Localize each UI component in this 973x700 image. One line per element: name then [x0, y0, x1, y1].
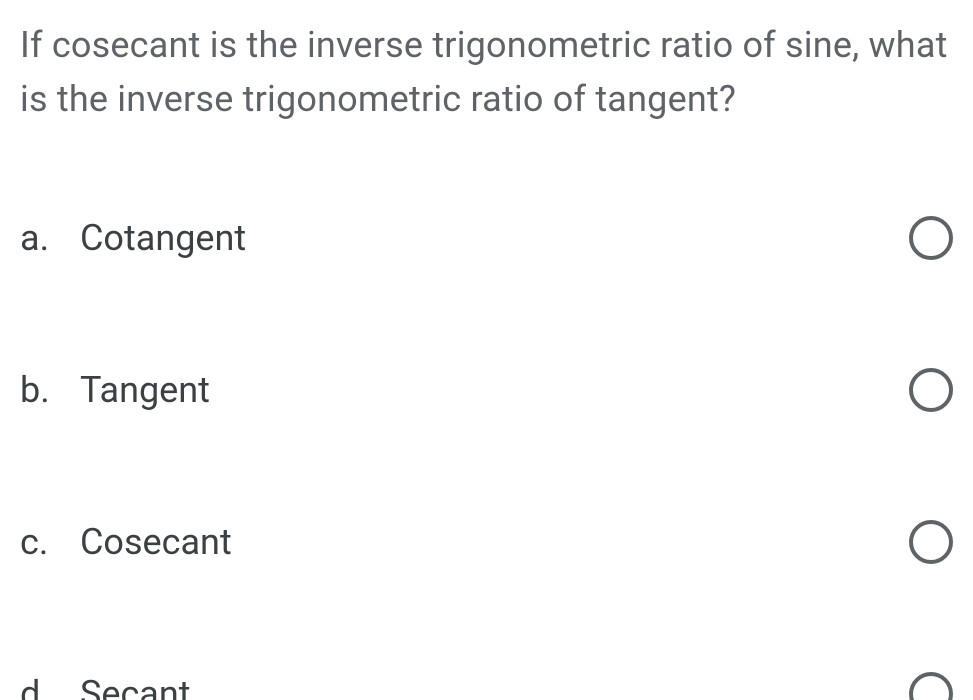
question-text: If cosecant is the inverse trigonometric…: [20, 18, 963, 126]
radio-d[interactable]: [909, 672, 953, 700]
option-label-group: d. Secant: [20, 673, 191, 700]
option-label-group: b. Tangent: [20, 369, 210, 411]
radio-a[interactable]: [909, 216, 953, 260]
option-letter-d: d.: [20, 673, 54, 700]
option-text-a: Cotangent: [80, 217, 246, 259]
option-row-c[interactable]: c. Cosecant: [20, 520, 963, 564]
option-text-d: Secant: [80, 673, 191, 700]
option-letter-c: c.: [20, 521, 54, 563]
option-label-group: a. Cotangent: [20, 217, 246, 259]
option-letter-b: b.: [20, 369, 54, 411]
option-text-c: Cosecant: [80, 521, 232, 563]
option-row-b[interactable]: b. Tangent: [20, 368, 963, 412]
quiz-question-block: If cosecant is the inverse trigonometric…: [0, 0, 973, 700]
option-label-group: c. Cosecant: [20, 521, 232, 563]
option-text-b: Tangent: [80, 369, 210, 411]
radio-b[interactable]: [909, 368, 953, 412]
option-letter-a: a.: [20, 217, 54, 259]
option-row-d[interactable]: d. Secant: [20, 672, 963, 700]
option-row-a[interactable]: a. Cotangent: [20, 216, 963, 260]
options-list: a. Cotangent b. Tangent c. Cosecant d. S…: [20, 216, 963, 700]
radio-c[interactable]: [909, 520, 953, 564]
